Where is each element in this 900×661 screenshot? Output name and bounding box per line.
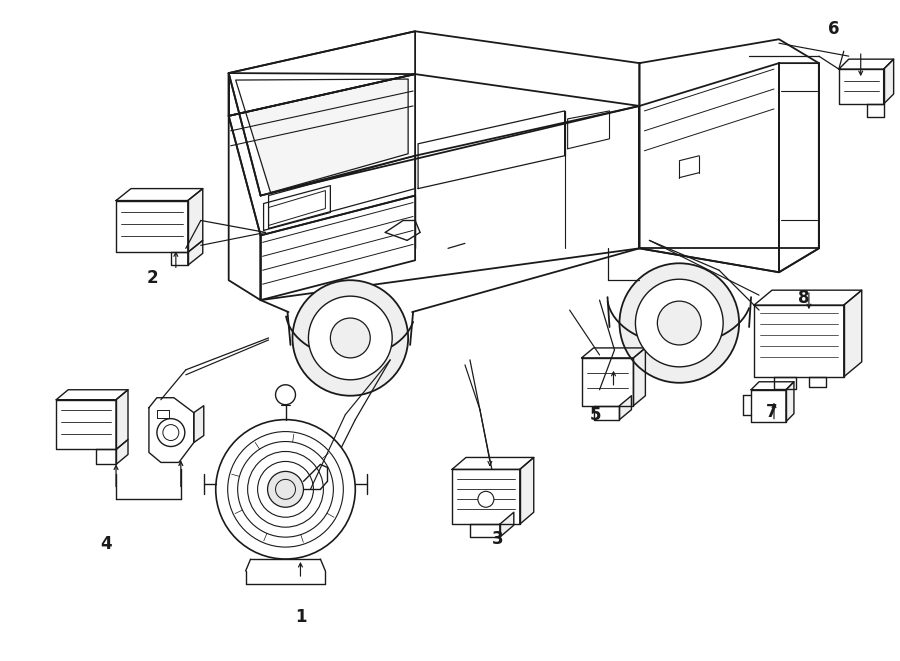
Text: 6: 6 [828, 20, 840, 38]
Polygon shape [594, 406, 619, 420]
Polygon shape [809, 377, 826, 387]
Polygon shape [839, 59, 894, 69]
Polygon shape [261, 196, 415, 300]
Polygon shape [188, 241, 202, 265]
Polygon shape [116, 200, 188, 253]
Polygon shape [261, 106, 639, 300]
Polygon shape [581, 358, 634, 406]
Text: 1: 1 [294, 608, 306, 626]
Polygon shape [229, 116, 261, 300]
Polygon shape [229, 31, 639, 116]
Circle shape [275, 385, 295, 405]
Text: 2: 2 [147, 269, 158, 288]
Polygon shape [754, 290, 861, 305]
Text: 8: 8 [798, 289, 810, 307]
Polygon shape [452, 469, 520, 524]
Polygon shape [148, 398, 194, 463]
Polygon shape [752, 382, 794, 390]
Circle shape [292, 280, 408, 396]
Circle shape [619, 263, 739, 383]
Polygon shape [236, 79, 408, 192]
Polygon shape [470, 524, 500, 537]
Polygon shape [452, 457, 534, 469]
Polygon shape [839, 69, 884, 104]
Polygon shape [229, 31, 415, 116]
Polygon shape [581, 348, 645, 358]
Text: 3: 3 [492, 530, 504, 548]
Circle shape [330, 318, 370, 358]
Polygon shape [418, 111, 564, 188]
Polygon shape [116, 390, 128, 449]
Polygon shape [229, 73, 415, 196]
Polygon shape [754, 305, 844, 377]
Polygon shape [520, 457, 534, 524]
Circle shape [267, 471, 303, 507]
Polygon shape [96, 449, 116, 465]
Polygon shape [268, 190, 326, 225]
Text: 5: 5 [590, 406, 601, 424]
Polygon shape [500, 512, 514, 537]
Polygon shape [779, 63, 819, 272]
Polygon shape [194, 406, 203, 442]
Polygon shape [56, 400, 116, 449]
Polygon shape [786, 382, 794, 422]
Polygon shape [56, 390, 128, 400]
Polygon shape [568, 111, 609, 149]
Polygon shape [116, 440, 128, 465]
Polygon shape [867, 104, 884, 117]
Polygon shape [264, 186, 330, 231]
Circle shape [216, 420, 356, 559]
Polygon shape [268, 156, 415, 229]
Circle shape [478, 491, 494, 507]
Polygon shape [884, 59, 894, 104]
Circle shape [657, 301, 701, 345]
Text: 7: 7 [766, 403, 778, 420]
Polygon shape [619, 396, 632, 420]
Polygon shape [752, 390, 786, 422]
Polygon shape [188, 188, 202, 253]
Circle shape [157, 418, 184, 447]
Polygon shape [634, 348, 645, 406]
Polygon shape [116, 188, 202, 200]
Circle shape [309, 296, 392, 380]
Text: 4: 4 [100, 535, 112, 553]
Polygon shape [774, 377, 796, 389]
Circle shape [635, 279, 724, 367]
Polygon shape [639, 39, 819, 272]
Polygon shape [844, 290, 861, 377]
Polygon shape [171, 253, 188, 265]
